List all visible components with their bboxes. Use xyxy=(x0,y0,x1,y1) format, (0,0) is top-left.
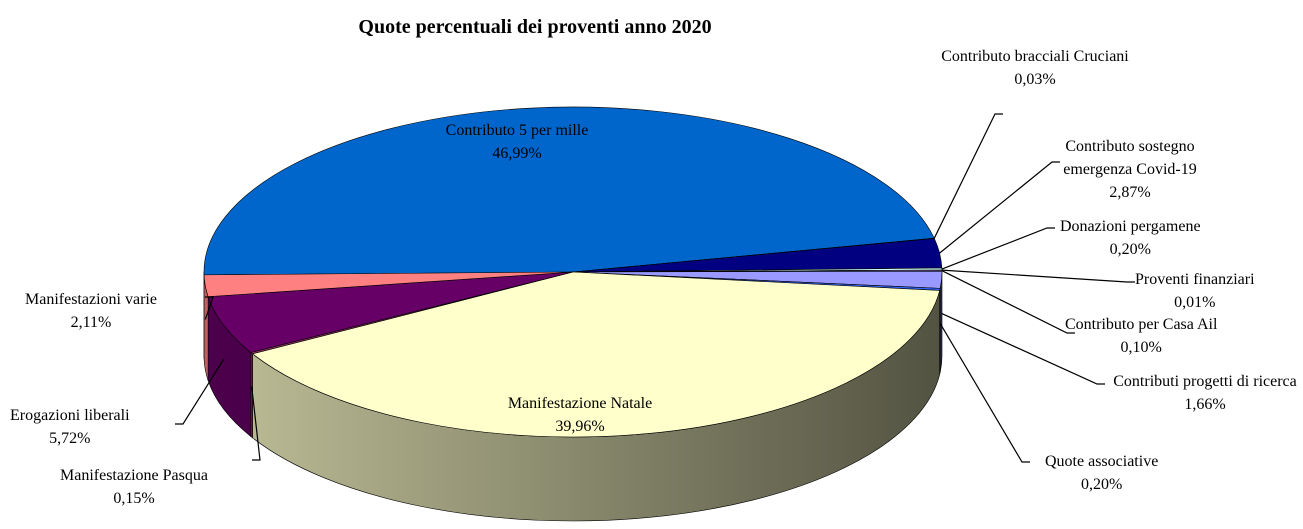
slice-label: Erogazioni liberali 5,72% xyxy=(10,404,130,450)
pie-slice xyxy=(207,271,574,353)
label-value: 2,11% xyxy=(70,314,112,331)
label-name: Contributo 5 per mille xyxy=(445,122,589,139)
slice-label: Quote associative 0,20% xyxy=(1045,450,1158,496)
leader-line xyxy=(941,270,1075,334)
label-value: 0,03% xyxy=(1014,71,1056,88)
label-name: Quote associative xyxy=(1045,453,1159,470)
leader-line xyxy=(939,161,1060,254)
label-name: Erogazioni liberali xyxy=(10,407,130,424)
label-name: Manifestazioni varie xyxy=(25,291,157,308)
label-name: Contributo per Casa Ail xyxy=(1065,316,1218,333)
label-name: Manifestazione Pasqua xyxy=(60,467,208,484)
label-value: 5,72% xyxy=(49,430,91,447)
leader-line xyxy=(204,296,214,320)
label-name: Contributo sostegno emergenza Covid-19 xyxy=(1063,138,1197,178)
side-shade xyxy=(204,272,942,521)
label-name: Proventi finanziari xyxy=(1135,271,1255,288)
label-name: Donazioni pergamene xyxy=(1060,218,1201,235)
label-value: 1,66% xyxy=(1184,396,1226,413)
slice-label: Contributo 5 per mille 46,99% xyxy=(367,119,667,165)
label-value: 0,20% xyxy=(1080,476,1123,493)
slice-label: Contributi progetti di ricerca 1,66% xyxy=(1105,370,1303,416)
label-value: 0,20% xyxy=(1109,241,1151,258)
chart-title: Quote percentuali dei proventi anno 2020 xyxy=(358,16,712,38)
leader-line xyxy=(175,358,225,425)
label-value: 0,15% xyxy=(113,490,155,507)
leader-line xyxy=(251,386,261,461)
slice-label: Donazioni pergamene 0,20% xyxy=(1060,215,1201,261)
label-value: 0,01% xyxy=(1174,294,1216,311)
slice-label: Contributo sostegno emergenza Covid-19 2,… xyxy=(1045,135,1215,204)
slice-label: Manifestazione Natale 39,96% xyxy=(480,392,680,438)
pie-slice xyxy=(203,106,935,276)
label-value: 46,99% xyxy=(492,145,542,162)
label-name: Contributi progetti di ricerca xyxy=(1113,373,1297,390)
leader-line xyxy=(933,113,1003,239)
leader-line xyxy=(941,227,1055,270)
slice-label: Proventi finanziari 0,01% xyxy=(1135,268,1255,314)
slice-label: Contributo bracciali Cruciani 0,03% xyxy=(935,45,1135,91)
label-value: 2,87% xyxy=(1109,184,1151,201)
label-name: Manifestazione Natale xyxy=(507,395,653,412)
label-value: 39,96% xyxy=(555,418,605,435)
leader-line xyxy=(939,322,1030,463)
slice-label: Manifestazione Pasqua 0,15% xyxy=(60,464,208,510)
leader-line xyxy=(941,312,1105,385)
slice-label: Manifestazioni varie 2,11% xyxy=(25,288,157,334)
label-name: Contributo bracciali Cruciani xyxy=(941,48,1129,65)
slice-label: Contributo per Casa Ail 0,10% xyxy=(1065,313,1217,359)
leader-line xyxy=(941,269,1135,283)
label-value: 0,10% xyxy=(1120,339,1162,356)
pie-slice xyxy=(251,271,941,438)
